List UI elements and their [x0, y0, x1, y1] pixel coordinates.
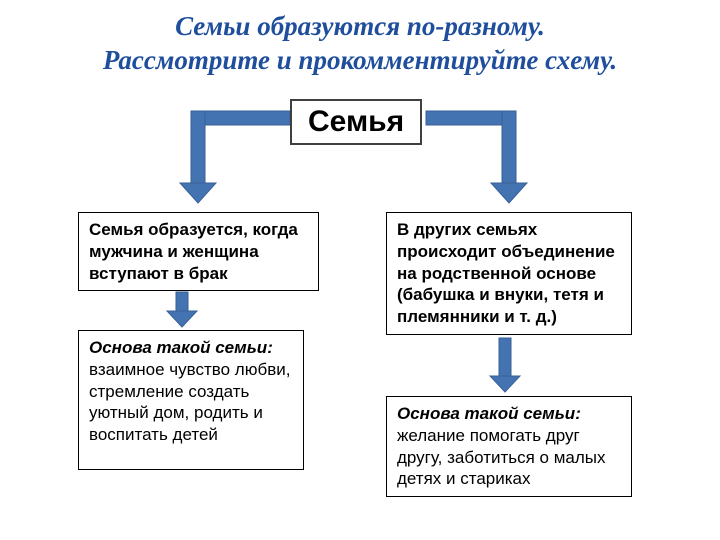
arrow-root-to-left — [180, 111, 290, 203]
right-box-1-text: В других семьях происходит объединение н… — [397, 220, 615, 326]
right-box-2-rest: желание помогать друг другу, заботиться … — [397, 426, 606, 489]
left-box-2-rest: взаимное чувство любви, стремление созда… — [89, 360, 290, 444]
right-box-2-lead: Основа такой семьи: — [397, 404, 581, 423]
arrow-root-to-right — [426, 111, 527, 203]
slide-title: Семьи образуются по-разному. Рассмотрите… — [0, 10, 720, 78]
left-box-1-text: Семья образуется, когда мужчина и женщин… — [89, 220, 298, 283]
right-box-1: В других семьях происходит объединение н… — [386, 212, 632, 335]
left-box-2-lead: Основа такой семьи: — [89, 338, 273, 357]
left-box-2: Основа такой семьи: взаимное чувство люб… — [78, 330, 304, 470]
root-node-label: Семья — [308, 105, 404, 138]
arrow-right-down — [490, 338, 520, 392]
title-line-1: Семьи образуются по-разному. — [175, 11, 545, 41]
title-line-2: Рассмотрите и прокомментируйте схему. — [103, 45, 617, 75]
left-box-1: Семья образуется, когда мужчина и женщин… — [78, 212, 319, 291]
arrow-left-down — [167, 292, 197, 327]
root-node: Семья — [290, 99, 422, 145]
right-box-2: Основа такой семьи: желание помогать дру… — [386, 396, 632, 497]
